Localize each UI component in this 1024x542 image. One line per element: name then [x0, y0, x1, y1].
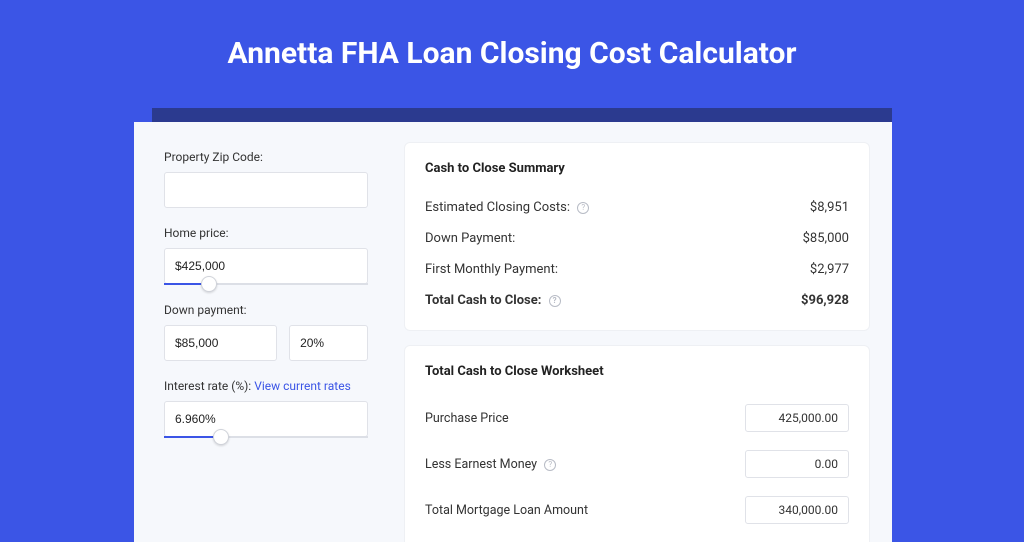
- worksheet-row-value: 425,000.00: [745, 404, 849, 432]
- help-icon[interactable]: ?: [577, 202, 589, 214]
- slider-thumb[interactable]: [201, 276, 217, 292]
- home-price-field: Home price:: [164, 226, 368, 285]
- down-payment-pct-input[interactable]: [289, 325, 368, 361]
- zip-label: Property Zip Code:: [164, 150, 368, 164]
- calculator-panel: Property Zip Code: Home price: Down paym…: [134, 122, 892, 542]
- inputs-column: Property Zip Code: Home price: Down paym…: [134, 122, 390, 542]
- worksheet-title: Total Cash to Close Worksheet: [425, 364, 849, 379]
- summary-row-label: First Monthly Payment:: [425, 262, 558, 277]
- down-payment-label: Down payment:: [164, 303, 368, 317]
- interest-label: Interest rate (%): View current rates: [164, 379, 368, 393]
- page-title: Annetta FHA Loan Closing Cost Calculator: [0, 0, 1024, 97]
- worksheet-row-value: 0.00: [745, 450, 849, 478]
- home-price-slider[interactable]: [164, 283, 368, 285]
- summary-row-value: $2,977: [810, 262, 849, 277]
- view-rates-link[interactable]: View current rates: [254, 379, 351, 393]
- summary-row-label: Estimated Closing Costs:: [425, 200, 570, 215]
- home-price-label: Home price:: [164, 226, 368, 240]
- summary-total-label: Total Cash to Close:: [425, 293, 541, 308]
- summary-row-closing-costs: Estimated Closing Costs: ? $8,951: [425, 192, 849, 223]
- worksheet-card: Total Cash to Close Worksheet Purchase P…: [404, 345, 870, 542]
- worksheet-row-label: Less Earnest Money: [425, 457, 537, 472]
- summary-row-label: Down Payment:: [425, 231, 515, 246]
- summary-row-down-payment: Down Payment: $85,000: [425, 223, 849, 254]
- down-payment-field: Down payment:: [164, 303, 368, 361]
- summary-row-value: $85,000: [803, 231, 849, 246]
- worksheet-row-earnest-money: Less Earnest Money ? 0.00: [425, 441, 849, 487]
- worksheet-row-label: Purchase Price: [425, 411, 509, 426]
- summary-card: Cash to Close Summary Estimated Closing …: [404, 142, 870, 331]
- worksheet-row-label: Total Mortgage Loan Amount: [425, 503, 588, 518]
- slider-thumb[interactable]: [213, 429, 229, 445]
- summary-total-value: $96,928: [801, 293, 849, 308]
- results-column: Cash to Close Summary Estimated Closing …: [390, 122, 892, 542]
- interest-label-text: Interest rate (%):: [164, 379, 251, 393]
- worksheet-row-purchase-price: Purchase Price 425,000.00: [425, 395, 849, 441]
- down-payment-input[interactable]: [164, 325, 277, 361]
- worksheet-row-value: 340,000.00: [745, 496, 849, 524]
- summary-row-total: Total Cash to Close: ? $96,928: [425, 285, 849, 316]
- help-icon[interactable]: ?: [544, 459, 556, 471]
- interest-slider[interactable]: [164, 436, 368, 438]
- zip-input[interactable]: [164, 172, 368, 208]
- interest-input[interactable]: [164, 401, 368, 437]
- summary-row-value: $8,951: [810, 200, 849, 215]
- worksheet-row-mortgage-amount: Total Mortgage Loan Amount 340,000.00: [425, 487, 849, 533]
- home-price-input[interactable]: [164, 248, 368, 284]
- zip-field: Property Zip Code:: [164, 150, 368, 208]
- summary-title: Cash to Close Summary: [425, 161, 849, 176]
- summary-row-first-payment: First Monthly Payment: $2,977: [425, 254, 849, 285]
- interest-field: Interest rate (%): View current rates: [164, 379, 368, 438]
- help-icon[interactable]: ?: [549, 295, 561, 307]
- worksheet-row-second-mortgage: Total Second Mortgage Amount: [425, 533, 849, 542]
